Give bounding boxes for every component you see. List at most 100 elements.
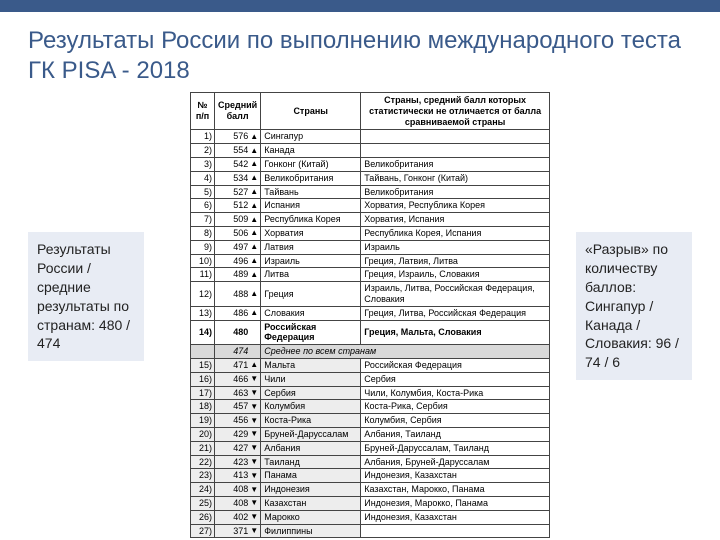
arrow-up-icon: ▲	[250, 215, 258, 225]
cell-peers: Российская Федерация	[361, 358, 550, 372]
col-country: Страны	[261, 93, 361, 130]
cell-num: 24)	[191, 483, 215, 497]
table-row: 14)480Российская ФедерацияГреция, Мальта…	[191, 320, 550, 345]
cell-peers	[361, 144, 550, 158]
cell-score: 471▲	[215, 358, 261, 372]
table-row: 6)512▲ИспанияХорватия, Республика Корея	[191, 199, 550, 213]
cell-peers: Великобритания	[361, 157, 550, 171]
table-row: 10)496▲ИзраильГреция, Латвия, Литва	[191, 254, 550, 268]
arrow-up-icon: ▲	[250, 242, 258, 252]
cell-num: 21)	[191, 441, 215, 455]
cell-peers: Греция, Латвия, Литва	[361, 254, 550, 268]
cell-country: Колумбия	[261, 400, 361, 414]
arrow-up-icon: ▲	[250, 173, 258, 183]
cell-num: 7)	[191, 213, 215, 227]
cell-peers: Греция, Мальта, Словакия	[361, 320, 550, 345]
table-row: 19)456▼Коста-РикаКолумбия, Сербия	[191, 414, 550, 428]
arrow-up-icon: ▲	[250, 229, 258, 239]
cell-num	[191, 345, 215, 359]
table-row: 17)463▼СербияЧили, Колумбия, Коста-Рика	[191, 386, 550, 400]
cell-peers: Албания, Таиланд	[361, 427, 550, 441]
arrow-up-icon: ▲	[250, 132, 258, 142]
table-row: 21)427▼АлбанияБруней-Даруссалам, Таиланд	[191, 441, 550, 455]
cell-score: 512▲	[215, 199, 261, 213]
cell-peers: Великобритания	[361, 185, 550, 199]
cell-peers: Бруней-Даруссалам, Таиланд	[361, 441, 550, 455]
cell-score: 408▼	[215, 496, 261, 510]
cell-country: Филиппины	[261, 524, 361, 538]
cell-num: 13)	[191, 306, 215, 320]
cell-score: 496▲	[215, 254, 261, 268]
cell-score: 489▲	[215, 268, 261, 282]
table-row: 15)471▲МальтаРоссийская Федерация	[191, 358, 550, 372]
cell-num: 25)	[191, 496, 215, 510]
table-row: 3)542▲Гонконг (Китай)Великобритания	[191, 157, 550, 171]
table-row: 7)509▲Республика КореяХорватия, Испания	[191, 213, 550, 227]
cell-score: 474	[215, 345, 261, 359]
cell-country: Казахстан	[261, 496, 361, 510]
arrow-down-icon: ▼	[250, 499, 258, 509]
note-left: Результаты России / средние результаты п…	[28, 232, 144, 361]
cell-peers	[361, 524, 550, 538]
cell-country: Великобритания	[261, 171, 361, 185]
cell-country: Республика Корея	[261, 213, 361, 227]
cell-num: 22)	[191, 455, 215, 469]
cell-score: 456▼	[215, 414, 261, 428]
cell-country: Сингапур	[261, 130, 361, 144]
table-row: 4)534▲ВеликобританияТайвань, Гонконг (Ки…	[191, 171, 550, 185]
cell-num: 17)	[191, 386, 215, 400]
arrow-up-icon: ▲	[250, 160, 258, 170]
table-row: 8)506▲ХорватияРеспублика Корея, Испания	[191, 226, 550, 240]
cell-score: 463▼	[215, 386, 261, 400]
cell-num: 1)	[191, 130, 215, 144]
cell-num: 19)	[191, 414, 215, 428]
cell-score: 480	[215, 320, 261, 345]
arrow-up-icon: ▲	[250, 146, 258, 156]
cell-score: 542▲	[215, 157, 261, 171]
arrow-up-icon: ▲	[250, 256, 258, 266]
cell-score: 427▼	[215, 441, 261, 455]
cell-score: 423▼	[215, 455, 261, 469]
arrow-down-icon: ▼	[250, 430, 258, 440]
arrow-up-icon: ▲	[250, 361, 258, 371]
cell-peers: Израиль, Литва, Российская Федерация, Сл…	[361, 282, 550, 307]
cell-country: Чили	[261, 372, 361, 386]
arrow-down-icon: ▼	[250, 485, 258, 495]
table-row: 11)489▲ЛитваГреция, Израиль, Словакия	[191, 268, 550, 282]
cell-score: 488▲	[215, 282, 261, 307]
cell-summary-label: Среднее по всем странам	[261, 345, 550, 359]
arrow-up-icon: ▲	[250, 289, 258, 299]
table-row: 25)408▼КазахстанИндонезия, Марокко, Пана…	[191, 496, 550, 510]
cell-country: Латвия	[261, 240, 361, 254]
table-row: 2)554▲Канада	[191, 144, 550, 158]
arrow-down-icon: ▼	[250, 526, 258, 536]
cell-score: 497▲	[215, 240, 261, 254]
cell-country: Греция	[261, 282, 361, 307]
cell-num: 9)	[191, 240, 215, 254]
cell-score: 413▼	[215, 469, 261, 483]
cell-num: 6)	[191, 199, 215, 213]
cell-country: Испания	[261, 199, 361, 213]
page-title: Результаты России по выполнению междунар…	[0, 12, 720, 92]
cell-num: 15)	[191, 358, 215, 372]
cell-peers: Чили, Колумбия, Коста-Рика	[361, 386, 550, 400]
cell-country: Панама	[261, 469, 361, 483]
table-row: 16)466▼ЧилиСербия	[191, 372, 550, 386]
cell-peers: Албания, Бруней-Даруссалам	[361, 455, 550, 469]
cell-num: 23)	[191, 469, 215, 483]
col-peers: Страны, средний балл которых статистичес…	[361, 93, 550, 130]
cell-country: Российская Федерация	[261, 320, 361, 345]
cell-country: Албания	[261, 441, 361, 455]
cell-peers: Хорватия, Республика Корея	[361, 199, 550, 213]
cell-score: 466▼	[215, 372, 261, 386]
cell-country: Индонезия	[261, 483, 361, 497]
cell-country: Сербия	[261, 386, 361, 400]
cell-num: 10)	[191, 254, 215, 268]
cell-peers: Сербия	[361, 372, 550, 386]
cell-num: 3)	[191, 157, 215, 171]
arrow-down-icon: ▼	[250, 457, 258, 467]
cell-num: 5)	[191, 185, 215, 199]
cell-score: 408▼	[215, 483, 261, 497]
table-row: 18)457▼КолумбияКоста-Рика, Сербия	[191, 400, 550, 414]
table-row: 5)527▲ТайваньВеликобритания	[191, 185, 550, 199]
